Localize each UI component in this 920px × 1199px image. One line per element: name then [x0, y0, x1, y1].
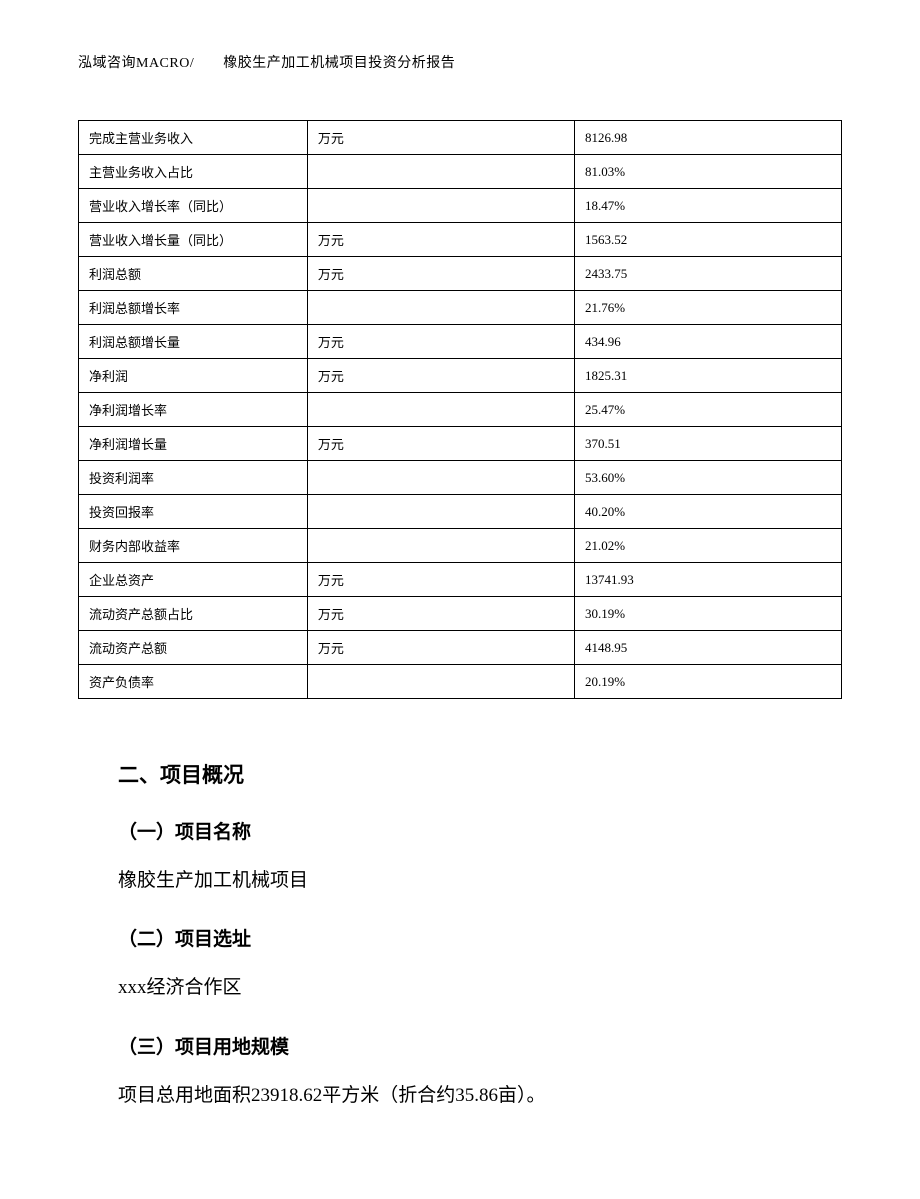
table-row: 流动资产总额占比 万元 30.19%	[79, 597, 842, 631]
row-unit: 万元	[307, 427, 574, 461]
project-location-text: xxx经济合作区	[118, 973, 802, 1003]
row-value: 13741.93	[574, 563, 841, 597]
sub-heading-project-name: （一）项目名称	[118, 817, 802, 844]
table-row: 净利润增长率 25.47%	[79, 393, 842, 427]
table-row: 资产负债率 20.19%	[79, 665, 842, 699]
row-label: 主营业务收入占比	[79, 155, 308, 189]
row-label: 净利润	[79, 359, 308, 393]
table-body: 完成主营业务收入 万元 8126.98 主营业务收入占比 81.03% 营业收入…	[79, 121, 842, 699]
table-row: 利润总额增长率 21.76%	[79, 291, 842, 325]
row-label: 营业收入增长率（同比）	[79, 189, 308, 223]
table-row: 净利润 万元 1825.31	[79, 359, 842, 393]
row-unit	[307, 393, 574, 427]
row-label: 投资回报率	[79, 495, 308, 529]
table-row: 营业收入增长量（同比） 万元 1563.52	[79, 223, 842, 257]
table-row: 主营业务收入占比 81.03%	[79, 155, 842, 189]
page-content: 泓域咨询MACRO/ 橡胶生产加工机械项目投资分析报告 完成主营业务收入 万元 …	[0, 0, 920, 1199]
row-unit	[307, 291, 574, 325]
row-value: 370.51	[574, 427, 841, 461]
table-row: 投资回报率 40.20%	[79, 495, 842, 529]
row-value: 4148.95	[574, 631, 841, 665]
row-label: 营业收入增长量（同比）	[79, 223, 308, 257]
land-scale-text: 项目总用地面积23918.62平方米（折合约35.86亩）。	[118, 1081, 802, 1111]
row-label: 资产负债率	[79, 665, 308, 699]
row-value: 18.47%	[574, 189, 841, 223]
row-value: 40.20%	[574, 495, 841, 529]
row-value: 21.76%	[574, 291, 841, 325]
row-unit: 万元	[307, 121, 574, 155]
row-label: 流动资产总额占比	[79, 597, 308, 631]
row-value: 30.19%	[574, 597, 841, 631]
sub-heading-project-location: （二）项目选址	[118, 924, 802, 951]
row-value: 8126.98	[574, 121, 841, 155]
row-unit	[307, 155, 574, 189]
row-label: 利润总额	[79, 257, 308, 291]
row-label: 流动资产总额	[79, 631, 308, 665]
row-unit: 万元	[307, 359, 574, 393]
table-row: 利润总额增长量 万元 434.96	[79, 325, 842, 359]
table-row: 企业总资产 万元 13741.93	[79, 563, 842, 597]
row-unit: 万元	[307, 597, 574, 631]
table-row: 投资利润率 53.60%	[79, 461, 842, 495]
table-row: 净利润增长量 万元 370.51	[79, 427, 842, 461]
section-heading-overview: 二、项目概况	[118, 759, 802, 789]
row-value: 1563.52	[574, 223, 841, 257]
project-name-text: 橡胶生产加工机械项目	[118, 866, 802, 896]
table-row: 流动资产总额 万元 4148.95	[79, 631, 842, 665]
page-header: 泓域咨询MACRO/ 橡胶生产加工机械项目投资分析报告	[78, 52, 842, 72]
row-unit: 万元	[307, 223, 574, 257]
row-unit: 万元	[307, 563, 574, 597]
row-value: 53.60%	[574, 461, 841, 495]
row-value: 1825.31	[574, 359, 841, 393]
table-row: 财务内部收益率 21.02%	[79, 529, 842, 563]
row-label: 利润总额增长率	[79, 291, 308, 325]
row-unit	[307, 529, 574, 563]
row-unit: 万元	[307, 257, 574, 291]
row-value: 434.96	[574, 325, 841, 359]
table-row: 利润总额 万元 2433.75	[79, 257, 842, 291]
row-value: 81.03%	[574, 155, 841, 189]
row-value: 25.47%	[574, 393, 841, 427]
financial-table: 完成主营业务收入 万元 8126.98 主营业务收入占比 81.03% 营业收入…	[78, 120, 842, 699]
row-unit: 万元	[307, 631, 574, 665]
row-unit: 万元	[307, 325, 574, 359]
row-label: 财务内部收益率	[79, 529, 308, 563]
row-label: 净利润增长量	[79, 427, 308, 461]
row-label: 利润总额增长量	[79, 325, 308, 359]
content-section: 二、项目概况 （一）项目名称 橡胶生产加工机械项目 （二）项目选址 xxx经济合…	[78, 759, 842, 1111]
row-value: 21.02%	[574, 529, 841, 563]
table-row: 完成主营业务收入 万元 8126.98	[79, 121, 842, 155]
row-value: 20.19%	[574, 665, 841, 699]
row-unit	[307, 189, 574, 223]
row-label: 净利润增长率	[79, 393, 308, 427]
row-unit	[307, 495, 574, 529]
row-unit	[307, 461, 574, 495]
row-value: 2433.75	[574, 257, 841, 291]
row-label: 投资利润率	[79, 461, 308, 495]
row-unit	[307, 665, 574, 699]
row-label: 企业总资产	[79, 563, 308, 597]
table-row: 营业收入增长率（同比） 18.47%	[79, 189, 842, 223]
row-label: 完成主营业务收入	[79, 121, 308, 155]
sub-heading-land-scale: （三）项目用地规模	[118, 1032, 802, 1059]
